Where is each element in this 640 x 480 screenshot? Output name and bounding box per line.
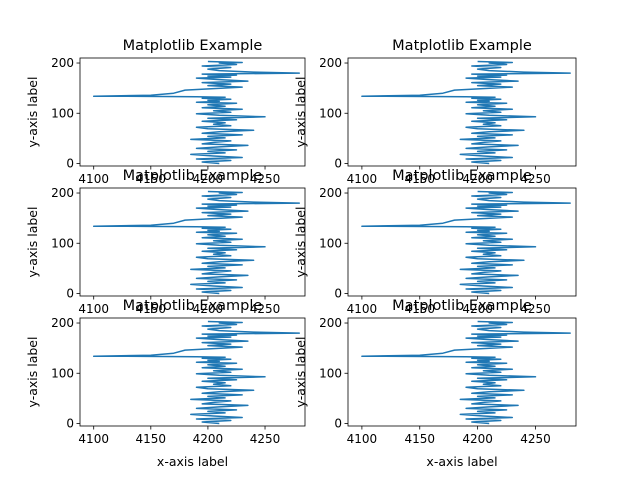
subplot-title: Matplotlib Example <box>392 38 532 54</box>
x-tick-label: 4250 <box>250 432 281 446</box>
subplot-title: Matplotlib Example <box>123 168 263 184</box>
subplot-5: 4100 4150 4200 4250 0 100 200 Matplotlib Exampl… <box>25 298 306 469</box>
axes-frame <box>79 317 306 427</box>
subplot-title: Matplotlib Example <box>123 298 263 314</box>
y-axis-label: y-axis label <box>25 207 40 278</box>
x-tick-label: 4150 <box>404 172 435 186</box>
axes-frame <box>347 57 577 167</box>
series-line <box>361 190 571 295</box>
subplot-4: 4100 4150 4200 4250 0 100 200 Matplotlib Exampl… <box>293 168 577 316</box>
axes-frame <box>347 317 577 427</box>
x-tick-label: 4150 <box>136 302 167 316</box>
y-tick-label: 100 <box>319 236 342 250</box>
axes-frame <box>79 57 306 167</box>
y-axis-label: y-axis label <box>293 207 308 278</box>
x-tick-label: 4100 <box>347 432 378 446</box>
subplot-3: 4100 4150 4200 4250 0 100 200 Matplotlib Exampl… <box>25 168 306 316</box>
y-tick-label: 0 <box>334 286 342 300</box>
x-tick-label: 4250 <box>250 172 281 186</box>
x-tick-label: 4150 <box>404 432 435 446</box>
y-tick-label: 200 <box>51 56 74 70</box>
y-tick-label: 200 <box>51 186 74 200</box>
subplot-title: Matplotlib Example <box>392 298 532 314</box>
x-tick-label: 4150 <box>136 432 167 446</box>
y-tick-label: 200 <box>319 186 342 200</box>
y-tick-label: 200 <box>319 316 342 330</box>
x-tick-label: 4100 <box>78 172 109 186</box>
series-line <box>361 60 571 165</box>
y-axis-label: y-axis label <box>25 337 40 408</box>
y-tick-label: 0 <box>334 416 342 430</box>
x-tick-label: 4200 <box>193 302 224 316</box>
x-tick-label: 4250 <box>250 302 281 316</box>
y-tick-label: 0 <box>66 156 74 170</box>
x-tick-label: 4100 <box>78 432 109 446</box>
x-axis-label: x-axis label <box>426 454 497 469</box>
y-axis-label: y-axis label <box>293 337 308 408</box>
y-tick-label: 100 <box>51 236 74 250</box>
x-tick-label: 4200 <box>193 432 224 446</box>
axes-frame <box>347 187 577 297</box>
series-line <box>92 60 301 165</box>
x-tick-label: 4250 <box>520 432 551 446</box>
subplots: 4100 4150 4200 4250 0 100 200 Matplotlib Exampl… <box>25 38 577 469</box>
x-tick-label: 4100 <box>78 302 109 316</box>
y-tick-label: 200 <box>319 56 342 70</box>
subplot-6: 4100 4150 4200 4250 0 100 200 Matplotlib Exampl… <box>293 298 577 469</box>
y-tick-label: 0 <box>334 156 342 170</box>
y-tick-label: 200 <box>51 316 74 330</box>
y-axis-label: y-axis label <box>25 77 40 148</box>
x-tick-label: 4200 <box>462 302 493 316</box>
x-tick-label: 4150 <box>136 172 167 186</box>
x-tick-label: 4100 <box>347 302 378 316</box>
y-tick-label: 100 <box>51 366 74 380</box>
x-tick-label: 4200 <box>193 172 224 186</box>
x-tick-label: 4100 <box>347 172 378 186</box>
series-line <box>92 320 301 425</box>
y-axis-label: y-axis label <box>293 77 308 148</box>
x-tick-label: 4250 <box>520 172 551 186</box>
series-line <box>361 320 571 425</box>
subplot-2: 4100 4150 4200 4250 0 100 200 Matplotlib Exampl… <box>293 38 577 186</box>
x-tick-label: 4200 <box>462 172 493 186</box>
subplot-1: 4100 4150 4200 4250 0 100 200 Matplotlib Exampl… <box>25 38 306 186</box>
x-axis-label: x-axis label <box>157 454 228 469</box>
axes-frame <box>79 187 306 297</box>
series-line <box>92 190 301 295</box>
y-tick-label: 0 <box>66 416 74 430</box>
subplot-title: Matplotlib Example <box>123 38 263 54</box>
subplot-title: Matplotlib Example <box>392 168 532 184</box>
y-tick-label: 0 <box>66 286 74 300</box>
y-tick-label: 100 <box>319 106 342 120</box>
y-tick-label: 100 <box>319 366 342 380</box>
x-tick-label: 4250 <box>520 302 551 316</box>
x-tick-label: 4150 <box>404 302 435 316</box>
x-tick-label: 4200 <box>462 432 493 446</box>
y-tick-label: 100 <box>51 106 74 120</box>
